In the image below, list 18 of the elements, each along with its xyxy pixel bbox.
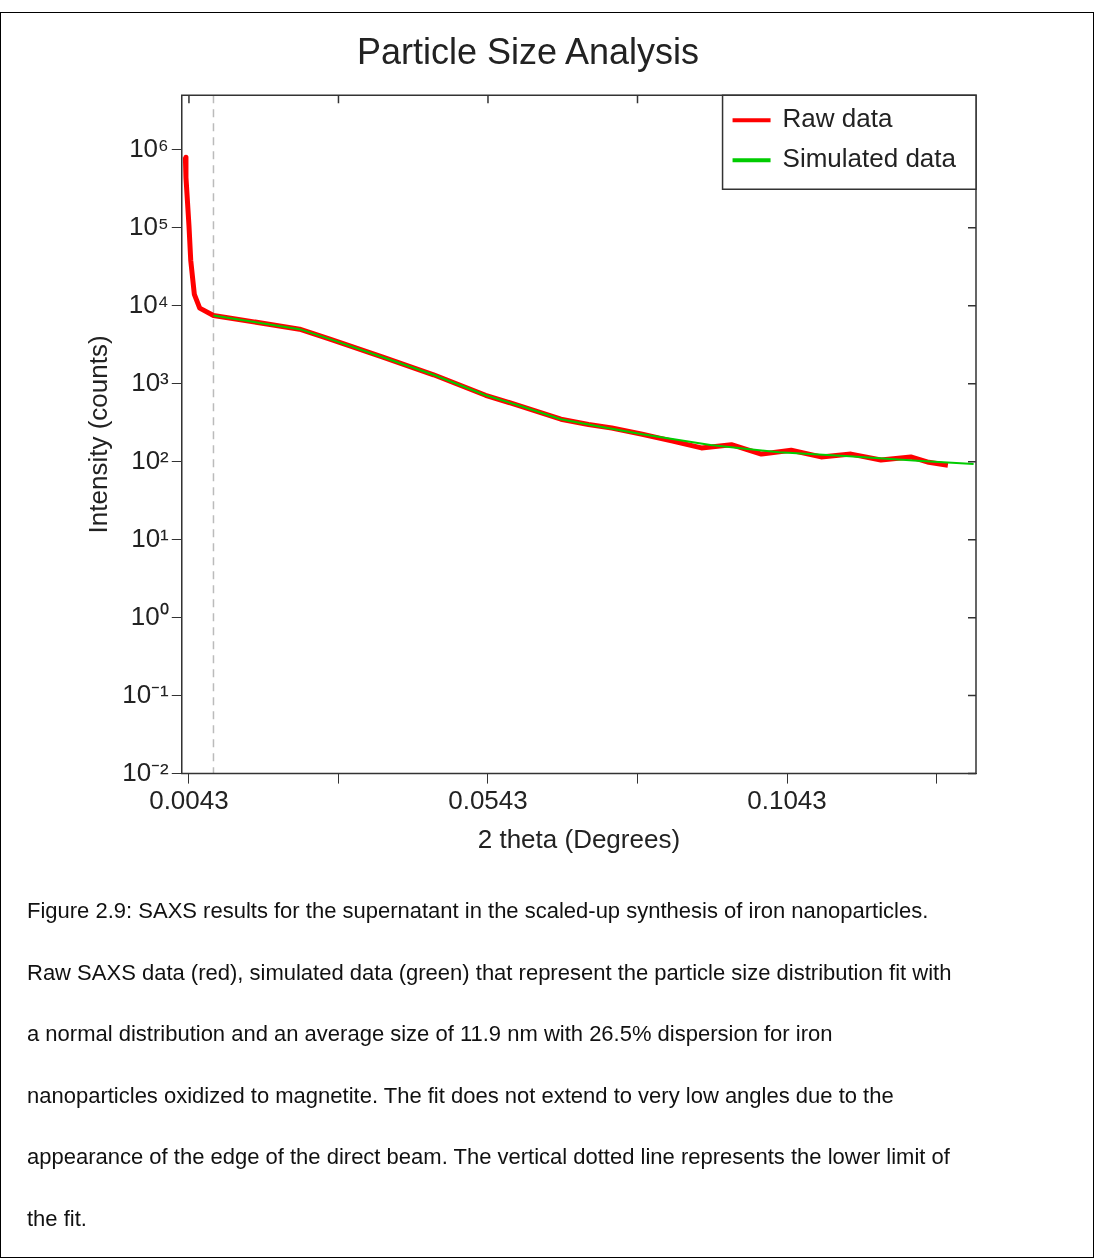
y-tick-label: 10⁻²: [122, 756, 170, 787]
y-axis-title: Intensity (counts): [82, 335, 113, 534]
chart-title: Particle Size Analysis: [356, 30, 700, 72]
x-tick-label: 0.0043: [149, 785, 229, 816]
x-axis-title: 2 theta (Degrees): [477, 823, 681, 854]
y-tick-label: 10⁴: [128, 288, 169, 319]
y-tick-label: 10⁵: [129, 210, 169, 241]
x-tick-label: 0.1043: [747, 785, 827, 816]
legend-label: Raw data: [782, 103, 893, 134]
y-tick-label: 10¹: [131, 522, 170, 553]
y-tick-label: 10²: [131, 444, 170, 475]
text: Figure 2.9: SAXS results for the supernatant in the scaled-up synthesis of iron nanoparticles. Raw SAXS data (red), simulated data (green) that represent the particle size distribution fit with a normal distribution and an average size of 11.9 nm with 26.5% dispersion for iron nanoparticles oxidized to magnetite. The fit does not extend to very low angles due to the appearance of the edge of the direct beam. The vertical dotted line represents the lower limit of the fit.: [27, 898, 952, 1231]
y-tick-label: 10⁶: [129, 132, 169, 163]
y-tick-label: 10³: [131, 366, 170, 397]
x-tick-label: 0.0543: [448, 785, 528, 816]
y-tick-label: 10⁰: [130, 600, 169, 631]
legend-label: Simulated data: [782, 143, 957, 174]
y-tick-label: 10⁻¹: [122, 678, 170, 709]
